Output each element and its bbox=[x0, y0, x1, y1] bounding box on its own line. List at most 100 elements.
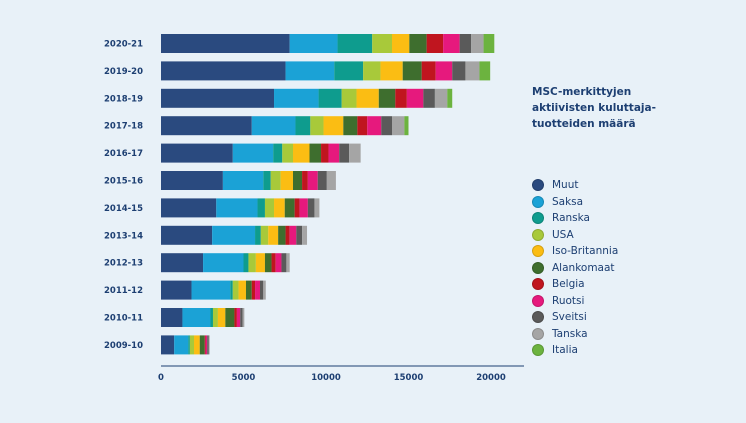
bar-segment bbox=[217, 308, 226, 327]
bar-segment bbox=[443, 34, 460, 53]
bar-segment bbox=[367, 116, 382, 136]
legend-item: Sveitsi bbox=[532, 309, 618, 326]
bar-segment bbox=[161, 61, 286, 81]
legend-swatch bbox=[532, 195, 544, 208]
bar-segment bbox=[307, 171, 318, 190]
bar-segment bbox=[409, 34, 427, 53]
bar-segment bbox=[307, 198, 315, 218]
bar-segment bbox=[459, 34, 472, 53]
bar-segment bbox=[251, 280, 256, 300]
legend-label: Ruotsi bbox=[552, 294, 585, 307]
bar-segment bbox=[274, 198, 285, 218]
bar-segment bbox=[314, 198, 320, 218]
legend-item: Saksa bbox=[532, 194, 618, 211]
bar-segment bbox=[260, 225, 269, 245]
bar-segment bbox=[392, 34, 410, 53]
legend-swatch bbox=[532, 212, 544, 225]
legend-label: USA bbox=[552, 228, 574, 241]
bar-segment bbox=[293, 171, 303, 190]
bar-segment bbox=[255, 280, 260, 300]
bar-segment bbox=[271, 253, 276, 273]
bar-segment bbox=[161, 308, 183, 327]
bar-segment bbox=[295, 116, 311, 136]
x-tick-label: 15000 bbox=[394, 373, 424, 383]
bar-segment bbox=[395, 88, 407, 108]
x-tick-label: 20000 bbox=[476, 373, 506, 383]
chart-title-line: aktiivisten kuluttaja- bbox=[532, 102, 656, 114]
bar-segment bbox=[188, 335, 190, 355]
bar-segment bbox=[161, 280, 192, 300]
bar-segment bbox=[318, 88, 342, 108]
bar-segment bbox=[161, 198, 217, 218]
bar-segment bbox=[205, 335, 208, 355]
chart-title-line: MSC-merkittyjen bbox=[532, 86, 632, 98]
bar-segment bbox=[317, 171, 327, 190]
y-category-label: 2015-16 bbox=[104, 177, 143, 187]
bar-segment bbox=[232, 280, 239, 300]
bar-segment bbox=[238, 280, 246, 300]
y-category-label: 2019-20 bbox=[104, 67, 143, 77]
bar-segment bbox=[423, 88, 435, 108]
bar-segment bbox=[452, 61, 466, 81]
bar-segment bbox=[337, 34, 373, 53]
legend-item: Alankomaat bbox=[532, 260, 618, 277]
bar-segment bbox=[222, 171, 264, 190]
bar-segment bbox=[216, 198, 258, 218]
y-category-label: 2010-11 bbox=[104, 314, 143, 324]
bar-segment bbox=[372, 34, 392, 53]
legend-label: Sveitsi bbox=[552, 311, 587, 324]
chart-title-line: tuotteiden määrä bbox=[532, 118, 636, 130]
legend-item: Iso-Britannia bbox=[532, 243, 618, 260]
bar-segment bbox=[257, 198, 265, 218]
bar-segment bbox=[161, 171, 223, 190]
legend-swatch bbox=[532, 245, 544, 258]
bar-segment bbox=[212, 225, 256, 245]
bar-segment bbox=[273, 143, 283, 163]
y-category-label: 2014-15 bbox=[104, 204, 143, 214]
bar-segment bbox=[248, 253, 256, 273]
bar-segment bbox=[194, 335, 200, 355]
bar-segment bbox=[404, 116, 409, 136]
bar-segment bbox=[281, 253, 287, 273]
bar-segment bbox=[182, 308, 211, 327]
bar-segment bbox=[392, 116, 405, 136]
x-tick-label: 5000 bbox=[232, 373, 256, 383]
bar-segment bbox=[210, 308, 213, 327]
y-category-label: 2011-12 bbox=[104, 286, 143, 296]
bar-segment bbox=[174, 335, 189, 355]
bar-segment bbox=[208, 335, 210, 355]
bar-segment bbox=[245, 280, 252, 300]
bar-segment bbox=[363, 61, 381, 81]
bar-segment bbox=[296, 225, 303, 245]
bar-segment bbox=[328, 143, 340, 163]
bar-segment bbox=[189, 335, 194, 355]
bar-segment bbox=[289, 225, 297, 245]
y-category-label: 2012-13 bbox=[104, 259, 143, 269]
x-tick-label: 10000 bbox=[311, 373, 341, 383]
bar-segment bbox=[285, 225, 290, 245]
bar-segment bbox=[270, 171, 281, 190]
bar-segment bbox=[232, 143, 274, 163]
bar-segment bbox=[465, 61, 480, 81]
legend-label: Alankomaat bbox=[552, 261, 615, 274]
legend-swatch bbox=[532, 179, 544, 192]
bar-segment bbox=[299, 198, 308, 218]
bar-segment bbox=[282, 143, 293, 163]
bar-segment bbox=[161, 335, 175, 355]
legend-item: Belgia bbox=[532, 276, 618, 293]
bar-segment bbox=[323, 116, 344, 136]
bar-segment bbox=[402, 61, 422, 81]
bar-segment bbox=[284, 198, 295, 218]
y-category-label: 2020-21 bbox=[104, 40, 143, 50]
legend-swatch bbox=[532, 278, 544, 291]
bar-segment bbox=[321, 143, 329, 163]
bar-segment bbox=[302, 225, 308, 245]
bar-segment bbox=[294, 198, 300, 218]
bar-segment bbox=[286, 253, 290, 273]
bar-segment bbox=[268, 225, 279, 245]
bar-segment bbox=[204, 335, 206, 355]
bar-segment bbox=[302, 171, 308, 190]
legend-label: Ranska bbox=[552, 212, 590, 225]
legend-swatch bbox=[532, 327, 544, 340]
y-category-label: 2016-17 bbox=[104, 149, 143, 159]
